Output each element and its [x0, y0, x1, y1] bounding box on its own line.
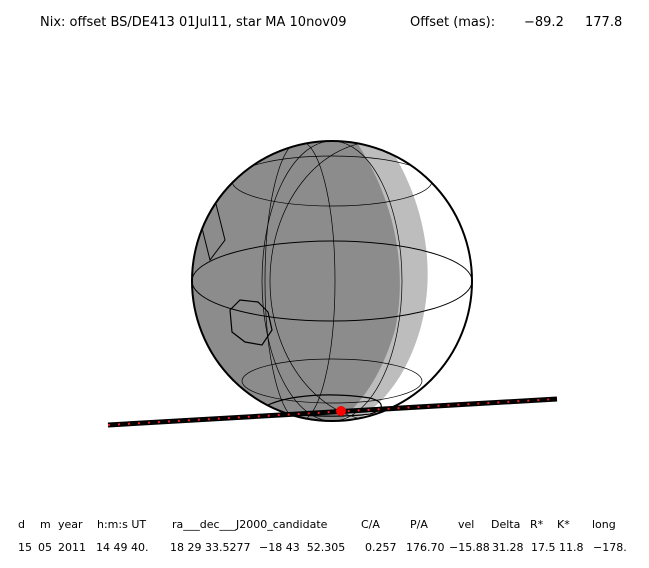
column-header: m: [40, 518, 51, 531]
table-cell: 17.5: [531, 541, 556, 554]
offset-value: −89.2: [524, 15, 564, 30]
offset-label: Offset (mas):: [410, 15, 495, 30]
globe: [191, 140, 473, 422]
column-header: K*: [557, 518, 570, 531]
column-header: R*: [530, 518, 544, 531]
table-cell: −178.: [593, 541, 627, 554]
shadow-track: [107, 396, 558, 428]
table-cell: −15.88: [449, 541, 490, 554]
column-header: Delta: [491, 518, 520, 531]
table-cell: 2011: [58, 541, 86, 554]
table-cell: 11.8: [559, 541, 584, 554]
column-header: year: [58, 518, 83, 531]
column-header: h:m:s UT: [97, 518, 146, 531]
table-cell: 14 49 40.: [96, 541, 148, 554]
table-cell: 0.257: [365, 541, 397, 554]
column-header: vel: [458, 518, 474, 531]
title: Nix: offset BS/DE413 01Jul11, star MA 10…: [40, 15, 347, 30]
table-cell: 176.70: [406, 541, 445, 554]
column-header: ra___dec___J2000_candidate: [172, 518, 328, 531]
table-cell: 15: [18, 541, 32, 554]
table-cell: 18 29 33.5277: [170, 541, 250, 554]
column-header: d: [18, 518, 25, 531]
column-header: long: [592, 518, 616, 531]
column-header: C/A: [361, 518, 380, 531]
table-cell: 31.28: [492, 541, 524, 554]
table-cell: 05: [38, 541, 52, 554]
column-header: P/A: [410, 518, 428, 531]
data-table: d m year h:m:s UT ra___dec___J2000_candidate…: [18, 518, 627, 554]
offset-value: 177.8: [585, 15, 622, 30]
table-cell: −18 43 52.305: [259, 541, 345, 554]
